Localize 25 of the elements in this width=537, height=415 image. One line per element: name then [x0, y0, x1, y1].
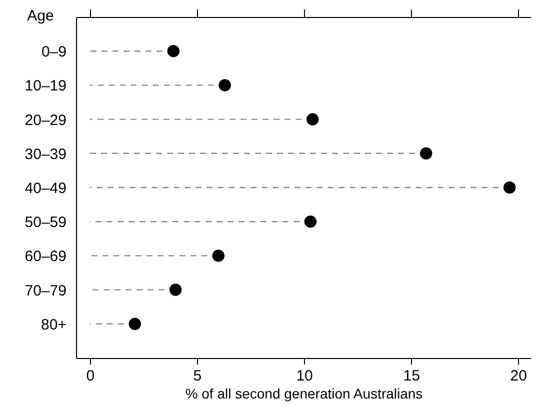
y-tick-label: 0–9: [41, 44, 66, 61]
point: [306, 113, 319, 126]
y-tick-label: 10–19: [24, 78, 66, 95]
point: [503, 181, 516, 194]
y-tick-label: 30–39: [24, 146, 66, 163]
y-tick-label: 40–49: [24, 180, 66, 197]
point: [128, 318, 142, 330]
x-axis-title: % of all second generation Australians: [185, 386, 423, 402]
point: [169, 284, 182, 296]
y-tick-label: 80+: [41, 316, 67, 334]
y-axis-title: Age: [27, 8, 54, 24]
point: [167, 44, 180, 58]
point: [304, 215, 317, 228]
x-tick-label: 10: [296, 368, 313, 384]
point: [212, 250, 225, 262]
x-tick-label: 15: [403, 368, 420, 384]
x-tick-label: 5: [193, 368, 202, 384]
point: [218, 79, 231, 92]
point: [420, 147, 432, 160]
x-tick-label: 0: [86, 368, 95, 384]
y-tick-label: 60–69: [24, 248, 66, 266]
y-tick-label: 20–29: [24, 112, 66, 129]
y-tick-label: 50–59: [24, 214, 66, 232]
y-tick-label: 70–79: [24, 282, 66, 300]
x-tick-label: 20: [510, 368, 527, 384]
